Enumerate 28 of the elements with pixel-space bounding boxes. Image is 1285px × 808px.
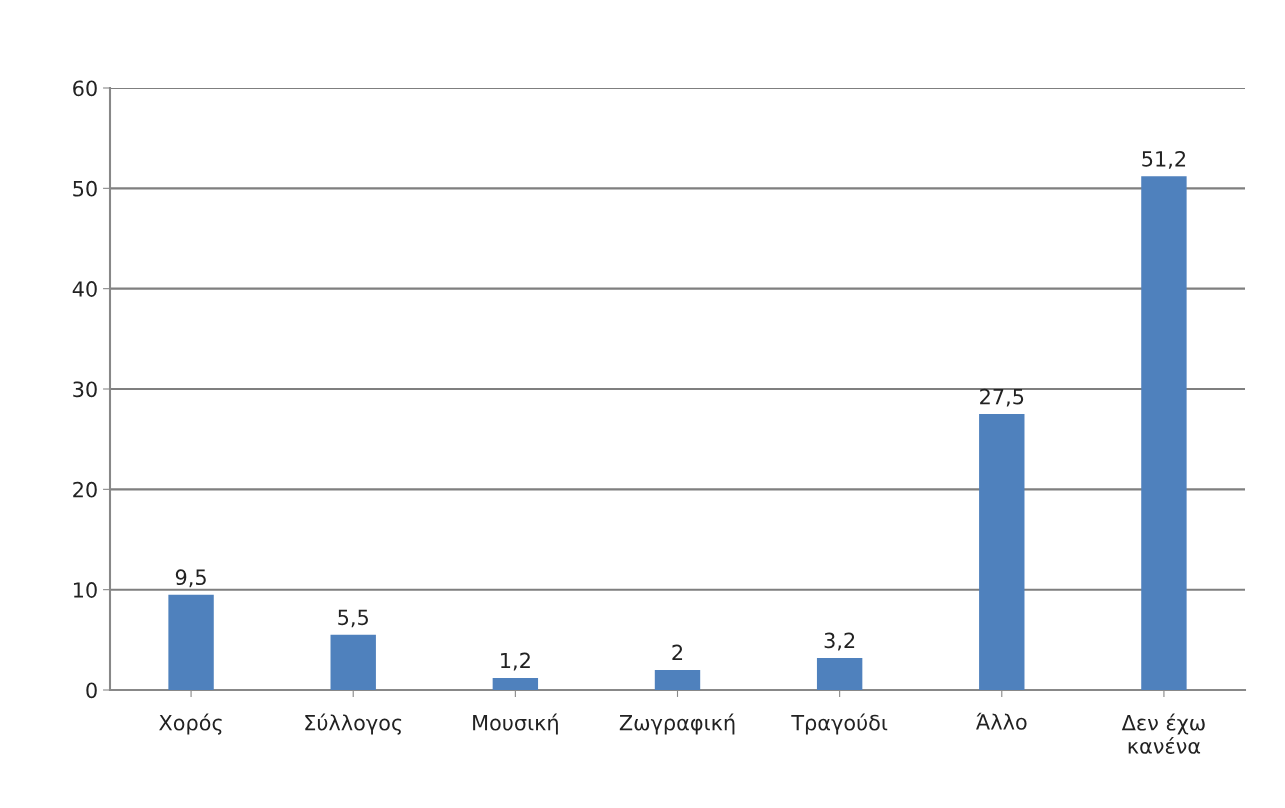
bar [816,657,863,690]
x-tick-label: Τραγούδι [791,713,888,735]
bar [654,669,701,690]
data-label: 3,2 [824,632,855,651]
x-tick-label: Άλλο [976,712,1027,730]
bar [330,634,376,690]
y-tick-label: 40 [72,281,97,297]
y-tick-label: 50 [73,180,97,197]
y-tick-label: 20 [73,481,97,498]
x-tick-label: Χορός [159,713,222,735]
data-label: 2 [672,644,683,661]
bar [492,677,539,690]
bar [1141,176,1187,690]
x-tick-label: Σύλλογος [305,713,402,735]
y-tick-label: 0 [86,682,97,699]
y-tick-label: 10 [73,582,97,598]
bar [979,414,1025,690]
data-label: 27,5 [980,388,1024,407]
x-tick-label: Μουσική [473,713,558,735]
data-label: 1,2 [501,652,530,671]
data-label: 51,2 [1142,150,1186,169]
data-label: 9,5 [175,569,206,588]
y-tick-label: 60 [73,80,97,97]
x-tick-label: Δεν έχω κανένα [1121,713,1205,754]
x-tick-label: Ζωγραφική [619,713,735,735]
data-label: 5,5 [338,609,368,628]
y-tick-label: 30 [73,381,97,398]
bar [168,594,214,690]
